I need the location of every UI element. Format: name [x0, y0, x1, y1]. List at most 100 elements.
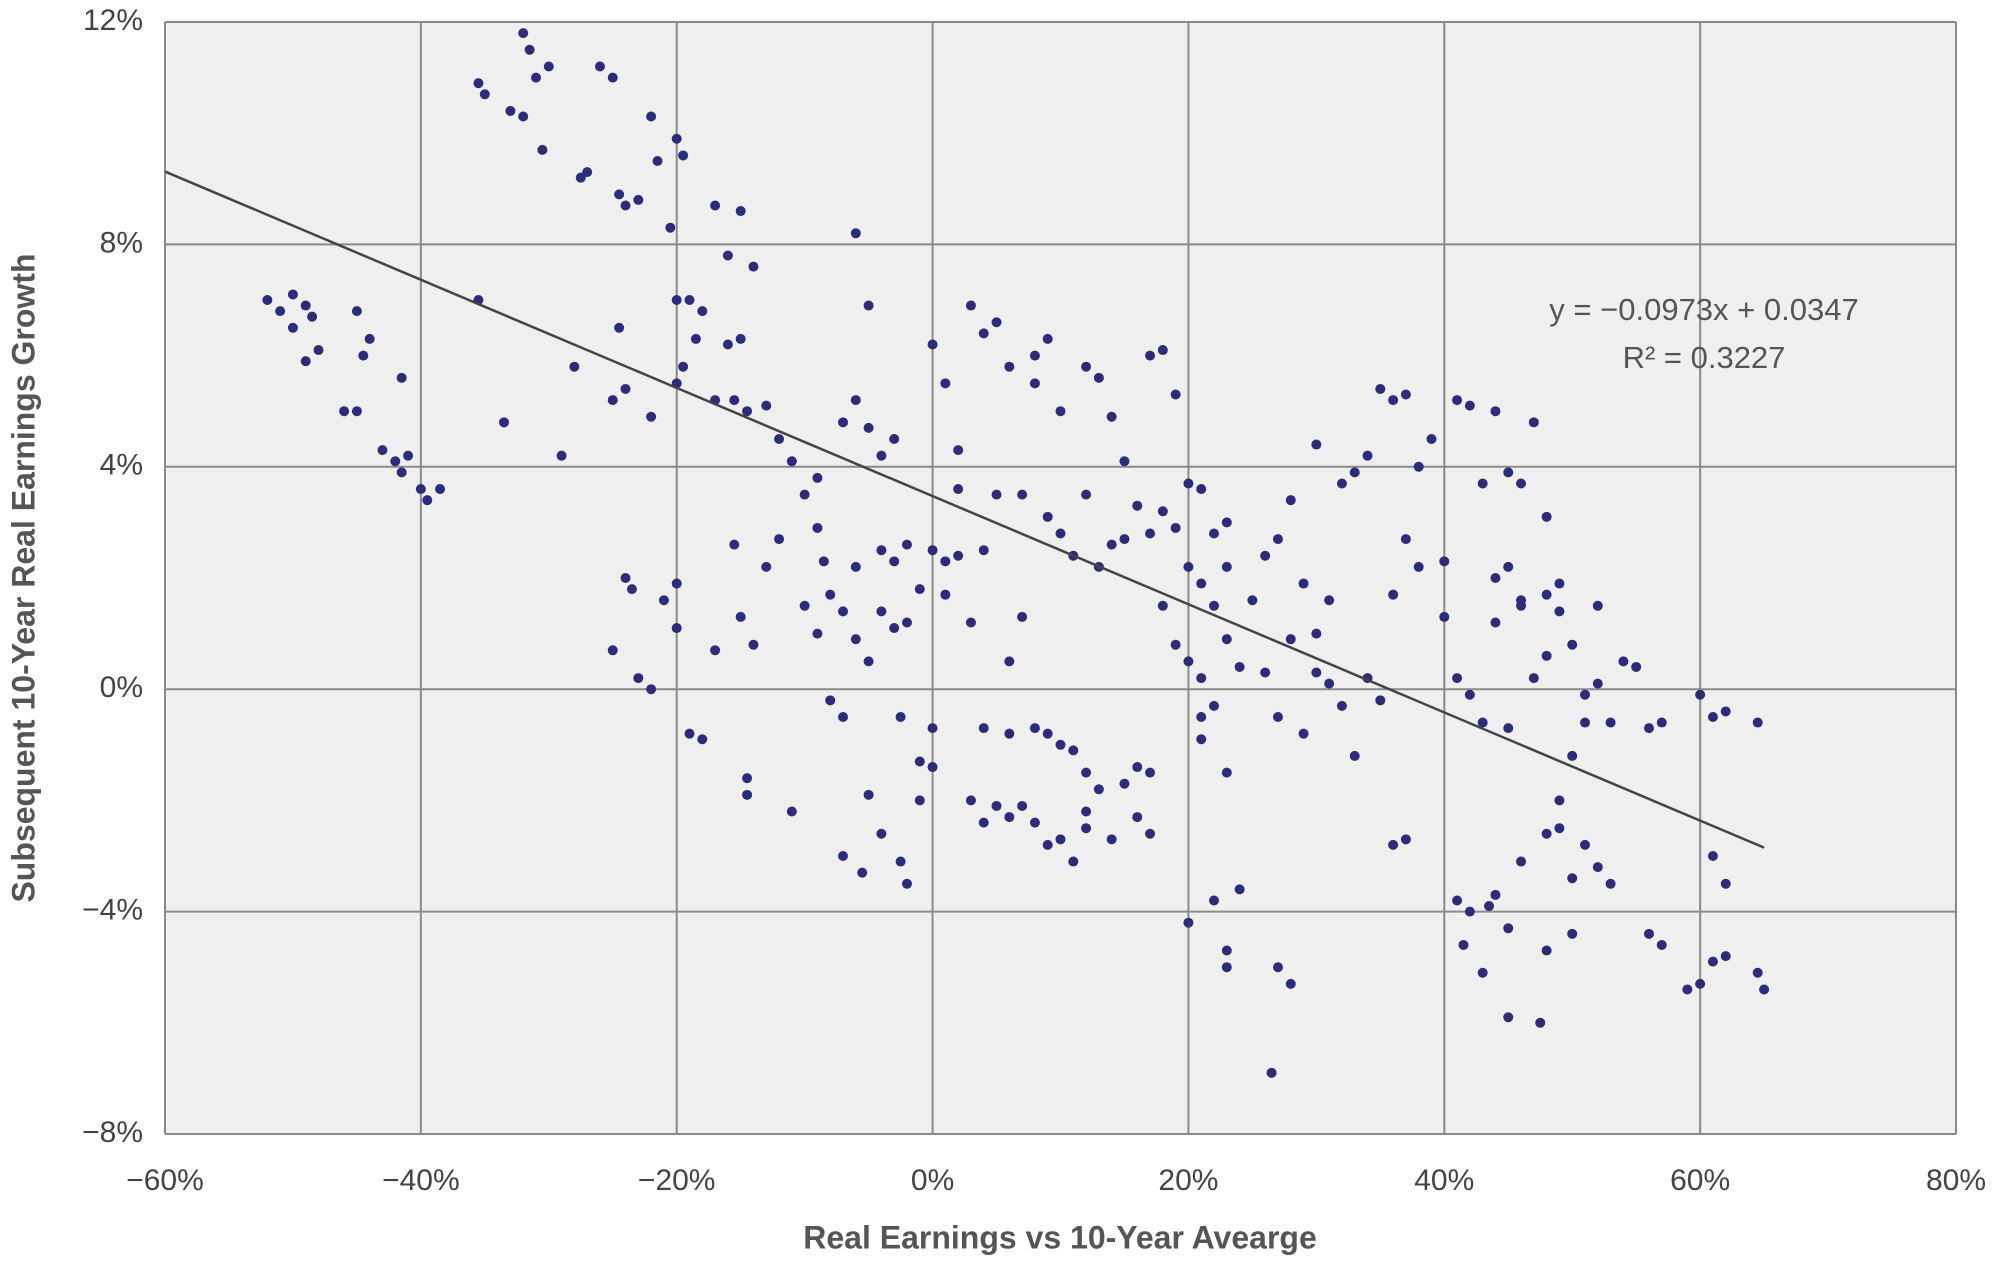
data-point: [863, 656, 874, 667]
data-point: [1400, 389, 1411, 400]
data-point: [530, 72, 541, 83]
data-point: [1324, 678, 1335, 689]
data-point: [978, 545, 989, 556]
data-point: [722, 339, 733, 350]
data-point: [1759, 984, 1770, 995]
data-point: [1503, 723, 1514, 734]
data-point: [1349, 467, 1360, 478]
data-point: [1042, 728, 1053, 739]
data-point: [1541, 945, 1552, 956]
data-point: [1707, 956, 1718, 967]
data-point: [594, 61, 605, 72]
data-point: [991, 489, 1002, 500]
data-point: [665, 222, 676, 233]
data-point: [940, 556, 951, 567]
data-point: [390, 456, 401, 467]
data-point: [1362, 450, 1373, 461]
data-point: [626, 584, 637, 595]
data-point: [646, 411, 657, 422]
data-point: [1439, 611, 1450, 622]
data-point: [1272, 962, 1283, 973]
data-point: [1145, 828, 1156, 839]
data-point: [313, 345, 324, 356]
data-point: [1477, 967, 1488, 978]
data-point: [300, 300, 311, 311]
data-point: [1234, 661, 1245, 672]
data-point: [857, 867, 868, 878]
data-point: [735, 333, 746, 344]
data-point: [1196, 578, 1207, 589]
data-point: [1170, 522, 1181, 533]
data-point: [895, 856, 906, 867]
data-point: [876, 606, 887, 617]
data-point: [364, 333, 375, 344]
data-point: [1503, 1012, 1514, 1023]
data-point: [1484, 901, 1495, 912]
data-point: [1285, 634, 1296, 645]
data-point: [1426, 434, 1437, 444]
data-point: [1042, 511, 1053, 522]
data-point: [658, 595, 669, 606]
data-point: [1132, 762, 1143, 773]
data-point: [1554, 606, 1565, 617]
data-point: [1643, 928, 1654, 939]
data-point: [678, 361, 689, 372]
data-point: [1068, 745, 1079, 756]
data-point: [1157, 600, 1168, 611]
data-point: [774, 434, 785, 444]
data-point: [1503, 561, 1514, 572]
data-point: [505, 105, 516, 116]
data-point: [1081, 823, 1092, 834]
data-point: [1464, 906, 1475, 917]
data-point: [838, 712, 849, 722]
data-point: [1055, 528, 1066, 539]
x-tick-label: 60%: [1670, 1164, 1730, 1197]
data-point: [1017, 800, 1028, 811]
data-point: [1580, 839, 1591, 850]
data-point: [1260, 550, 1271, 561]
plot-background: [165, 22, 1956, 1134]
data-point: [1695, 689, 1706, 700]
data-point: [1554, 795, 1565, 806]
data-point: [1516, 595, 1527, 606]
data-point: [1017, 611, 1028, 622]
data-point: [1554, 578, 1565, 589]
data-point: [1311, 439, 1322, 450]
data-point: [607, 645, 618, 656]
data-point: [761, 561, 772, 572]
data-point: [799, 489, 810, 500]
data-point: [620, 573, 631, 583]
data-point: [287, 289, 298, 300]
data-point: [978, 817, 989, 828]
data-point: [1196, 734, 1207, 745]
data-point: [914, 584, 925, 595]
data-point: [671, 133, 682, 144]
data-point: [556, 450, 567, 461]
data-point: [1221, 962, 1232, 973]
data-point: [1081, 361, 1092, 372]
data-point: [965, 300, 976, 311]
data-point: [1311, 628, 1322, 639]
data-point: [690, 333, 701, 344]
data-point: [863, 789, 874, 800]
data-point: [1375, 695, 1386, 706]
data-point: [1081, 767, 1092, 778]
data-point: [614, 189, 625, 200]
data-point: [1221, 767, 1232, 778]
data-point: [1695, 978, 1706, 989]
data-point: [479, 89, 490, 100]
data-point: [812, 472, 823, 483]
data-point: [518, 28, 529, 39]
data-point: [889, 623, 900, 634]
data-point: [351, 306, 362, 317]
data-point: [403, 450, 414, 461]
data-point: [825, 589, 836, 600]
x-axis-title: Real Earnings vs 10-Year Avearge: [803, 1219, 1316, 1255]
data-point: [1458, 939, 1469, 950]
data-point: [940, 589, 951, 600]
data-point: [1643, 723, 1654, 734]
y-tick-label: 0%: [100, 671, 143, 704]
data-point: [518, 111, 529, 122]
x-tick-label: 80%: [1926, 1164, 1986, 1197]
data-point: [1029, 817, 1040, 828]
